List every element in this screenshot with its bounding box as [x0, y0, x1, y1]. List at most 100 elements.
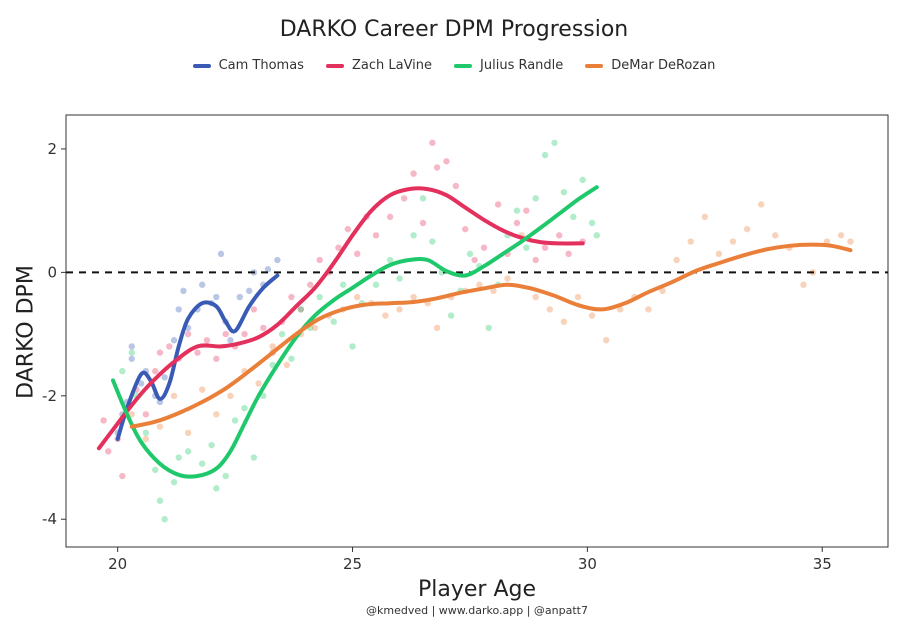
scatter-point-julius-randle-32 — [419, 195, 427, 202]
scatter-point-julius-randle-48 — [570, 213, 577, 221]
chart-caption: @kmedved | www.darko.app | @anpatt7 — [366, 604, 588, 617]
scatter-point-julius-randle-21 — [297, 306, 305, 313]
legend-swatch-julius-randle — [454, 63, 473, 68]
legend-swatch-demar-derozan — [585, 63, 604, 68]
scatter-point-julius-randle-33 — [429, 238, 436, 245]
scatter-point-demar-derozan-20 — [410, 293, 417, 301]
scatter-point-cam-thomas-22 — [245, 287, 253, 295]
legend-label: Zach LaVine — [351, 58, 433, 73]
chart-title: DARKO Career DPM Progression — [279, 17, 629, 42]
y-tick-label-1: 0 — [47, 263, 57, 281]
scatter-point-demar-derozan-32 — [574, 293, 582, 301]
scatter-point-cam-thomas-26 — [274, 256, 281, 264]
scatter-point-julius-randle-49 — [579, 176, 586, 183]
x-tick-label-2: 30 — [578, 555, 597, 573]
scatter-point-demar-derozan-41 — [701, 213, 709, 221]
scatter-point-zach-lavine-13 — [203, 337, 211, 344]
scatter-point-demar-derozan-10 — [269, 343, 276, 350]
scatter-point-cam-thomas-18 — [217, 250, 225, 258]
trend-line-julius-randle — [111, 185, 599, 479]
scatter-point-julius-randle-5 — [156, 497, 164, 504]
scatter-point-demar-derozan-0 — [128, 411, 135, 418]
scatter-point-zach-lavine-27 — [335, 244, 342, 251]
scatter-point-demar-derozan-30 — [546, 306, 554, 313]
scatter-point-demar-derozan-13 — [311, 324, 319, 332]
scatter-point-demar-derozan-35 — [617, 306, 624, 313]
scatter-point-julius-randle-47 — [560, 188, 568, 196]
plot-frame — [65, 114, 889, 548]
scatter-point-julius-randle-39 — [485, 324, 492, 332]
scatter-point-demar-derozan-6 — [213, 411, 220, 418]
scatter-point-zach-lavine-7 — [152, 367, 159, 375]
scatter-point-demar-derozan-22 — [433, 324, 441, 332]
legend-entry-cam-thomas: Cam Thomas — [192, 58, 304, 73]
scatter-point-demar-derozan-38 — [659, 287, 666, 295]
y-axis-label: DARKO DPM — [13, 265, 39, 399]
scatter-point-zach-lavine-12 — [194, 349, 201, 356]
scatter-point-zach-lavine-0 — [100, 417, 107, 424]
scatter-point-demar-derozan-11 — [283, 361, 290, 369]
y-tick-label-2: -2 — [42, 387, 57, 405]
scatter-point-julius-randle-12 — [213, 485, 220, 492]
scatter-point-demar-derozan-4 — [184, 429, 192, 437]
scatter-point-julius-randle-30 — [396, 275, 403, 282]
scatter-point-cam-thomas-4 — [128, 343, 135, 350]
scatter-point-demar-derozan-44 — [743, 225, 751, 233]
x-tick-label-1: 25 — [343, 555, 362, 573]
scatter-point-julius-randle-24 — [330, 318, 337, 325]
scatter-point-cam-thomas-3 — [128, 355, 135, 362]
scatter-point-zach-lavine-43 — [494, 201, 502, 208]
scatter-point-julius-randle-28 — [372, 281, 380, 288]
scatter-point-zach-lavine-15 — [222, 330, 229, 338]
scatter-point-zach-lavine-19 — [260, 324, 267, 332]
scatter-point-cam-thomas-17 — [213, 293, 220, 301]
scatter-point-zach-lavine-33 — [400, 195, 408, 202]
scatter-point-demar-derozan-42 — [715, 250, 723, 258]
scatter-point-zach-lavine-6 — [142, 411, 150, 418]
scatter-point-cam-thomas-20 — [227, 337, 234, 344]
scatter-point-julius-randle-0 — [119, 367, 126, 375]
scatter-point-zach-lavine-8 — [156, 349, 164, 356]
chart-legend: Cam Thomas Zach LaVine Julius Randle DeM… — [0, 58, 908, 73]
scatter-point-julius-randle-11 — [208, 441, 215, 449]
scatter-point-julius-randle-45 — [541, 151, 549, 159]
scatter-point-demar-derozan-2 — [156, 423, 164, 430]
scatter-point-zach-lavine-34 — [410, 170, 417, 177]
scatter-point-demar-derozan-9 — [255, 380, 262, 387]
scatter-point-zach-lavine-9 — [166, 343, 173, 350]
scatter-point-julius-randle-16 — [250, 454, 258, 461]
scatter-point-julius-randle-50 — [588, 219, 596, 227]
legend-label: DeMar DeRozan — [611, 58, 716, 73]
scatter-point-zach-lavine-47 — [532, 256, 539, 264]
scatter-point-zach-lavine-48 — [541, 244, 549, 251]
scatter-point-zach-lavine-36 — [429, 139, 436, 146]
scatter-point-demar-derozan-18 — [382, 312, 389, 319]
scatter-point-zach-lavine-31 — [372, 232, 380, 239]
scatter-point-julius-randle-6 — [161, 516, 168, 523]
scatter-point-demar-derozan-51 — [837, 232, 845, 239]
scatter-point-demar-derozan-3 — [170, 392, 178, 399]
scatter-point-zach-lavine-14 — [213, 355, 220, 362]
x-axis-label: Player Age — [417, 577, 536, 602]
scatter-point-julius-randle-31 — [410, 232, 417, 239]
scatter-point-julius-randle-42 — [513, 207, 521, 214]
scatter-point-demar-derozan-29 — [532, 293, 539, 301]
scatter-point-zach-lavine-39 — [452, 182, 460, 190]
scatter-point-zach-lavine-3 — [119, 472, 126, 480]
legend-swatch-zach-lavine — [325, 63, 344, 68]
scatter-point-demar-derozan-33 — [588, 312, 596, 319]
scatter-point-zach-lavine-11 — [184, 330, 192, 338]
legend-entry-demar-derozan: DeMar DeRozan — [585, 58, 715, 73]
legend-label: Julius Randle — [480, 58, 564, 73]
scatter-point-cam-thomas-15 — [199, 281, 206, 288]
scatter-point-julius-randle-14 — [231, 417, 239, 424]
scatter-point-demar-derozan-52 — [847, 238, 854, 245]
scatter-point-zach-lavine-50 — [565, 250, 572, 258]
scatter-point-julius-randle-23 — [316, 293, 323, 301]
scatter-point-julius-randle-44 — [532, 195, 539, 202]
scatter-point-demar-derozan-25 — [476, 281, 483, 288]
scatter-point-julius-randle-10 — [199, 460, 206, 467]
scatter-point-cam-thomas-5 — [137, 380, 145, 387]
scatter-point-zach-lavine-29 — [354, 250, 361, 258]
